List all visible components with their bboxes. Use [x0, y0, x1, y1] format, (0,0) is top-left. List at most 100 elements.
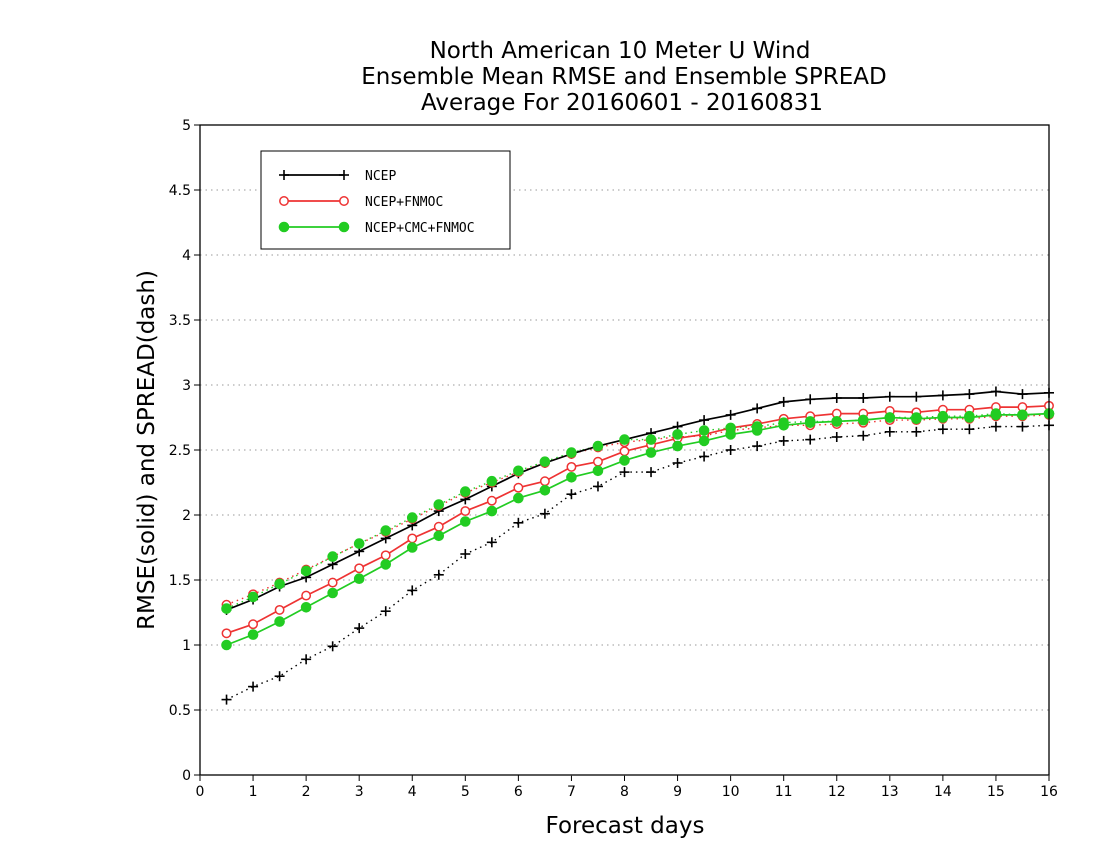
- rmse-point: [353, 573, 365, 585]
- rmse-point: [804, 417, 816, 429]
- rmse-point: [831, 416, 843, 427]
- spread-point: [274, 578, 285, 590]
- x-tick-label: 9: [673, 784, 682, 800]
- spread-point: [221, 694, 232, 705]
- spread-point: [539, 508, 550, 519]
- spread-point: [380, 525, 392, 536]
- rmse-point: [221, 639, 232, 651]
- rmse-point: [990, 386, 1001, 397]
- legend-marker: [339, 196, 349, 206]
- x-tick-label: 3: [355, 784, 364, 800]
- rmse-point: [593, 456, 603, 467]
- spread-point: [221, 603, 232, 614]
- y-tick-label: 1.5: [169, 573, 191, 589]
- spread-point: [619, 434, 630, 445]
- rmse-point: [1017, 389, 1028, 400]
- spread-point: [672, 458, 683, 468]
- rmse-point: [725, 429, 736, 440]
- rmse-point: [858, 393, 869, 403]
- spread-point: [566, 447, 577, 458]
- rmse-point: [805, 394, 816, 405]
- x-tick-label: 13: [881, 784, 899, 800]
- y-tick-label: 3: [182, 378, 191, 394]
- rmse-point: [380, 550, 391, 561]
- rmse-point: [1017, 409, 1028, 421]
- spread-point: [433, 569, 444, 580]
- spread-point: [539, 456, 551, 468]
- rmse-point: [433, 530, 445, 542]
- rmse-point: [354, 563, 365, 574]
- rmse-line-ncep: [226, 390, 1050, 611]
- spread-point: [247, 591, 259, 603]
- rmse-point: [911, 391, 922, 402]
- x-tick-label: 12: [828, 784, 846, 800]
- rmse-point: [460, 506, 471, 517]
- spread-point: [990, 421, 1001, 432]
- spread-point: [406, 512, 418, 523]
- legend-marker: [338, 221, 350, 233]
- spread-point: [486, 475, 498, 487]
- x-tick-label: 11: [775, 784, 793, 800]
- spread-point: [592, 481, 603, 492]
- y-tick-label: 0.5: [169, 703, 191, 719]
- spread-point: [513, 517, 524, 528]
- y-axis-label: RMSE(solid) and SPREAD(dash): [134, 270, 160, 630]
- spread-point: [646, 467, 657, 478]
- spread-point: [460, 486, 471, 497]
- rmse-point: [274, 604, 285, 615]
- rmse-point: [884, 391, 895, 402]
- rmse-point: [964, 389, 975, 400]
- rmse-point: [300, 602, 312, 613]
- x-tick-label: 7: [567, 784, 576, 800]
- rmse-point: [937, 390, 948, 401]
- rmse-point: [778, 396, 789, 407]
- spread-point: [327, 551, 338, 562]
- x-tick-label: 14: [934, 784, 952, 800]
- x-tick-label: 16: [1040, 784, 1058, 800]
- spread-point: [831, 432, 842, 442]
- spread-point: [460, 549, 471, 559]
- x-tick-label: 0: [196, 784, 205, 800]
- rmse-point: [460, 516, 471, 527]
- spread-point: [805, 434, 816, 445]
- legend: NCEP NCEP+FNMOC NCEP+CMC+FNMOC: [260, 150, 511, 250]
- y-tick-label: 1: [182, 638, 191, 654]
- title-line-3: Average For 20160601 - 20160831: [421, 90, 823, 116]
- spread-point: [1017, 421, 1028, 432]
- spread-line-ncep-fnmoc: [226, 414, 1050, 606]
- spread-line-ncep-cmc-fnmoc: [226, 412, 1050, 610]
- rmse-point: [539, 476, 550, 487]
- rmse-point: [884, 412, 896, 423]
- spread-point: [619, 467, 630, 478]
- spread-point: [327, 641, 338, 652]
- legend-marker: [279, 196, 289, 206]
- rmse-point: [698, 435, 710, 447]
- rmse-point: [247, 629, 259, 640]
- rmse-point: [406, 542, 418, 553]
- spread-point: [380, 606, 391, 617]
- legend-label: NCEP+FNMOC: [365, 195, 443, 210]
- rmse-point: [619, 455, 630, 466]
- x-tick-label: 4: [408, 784, 417, 800]
- rmse-point: [274, 616, 285, 627]
- spread-point: [486, 537, 497, 548]
- y-tick-label: 0: [182, 768, 191, 784]
- rmse-point: [539, 485, 551, 496]
- rmse-point: [301, 590, 312, 601]
- spread-point: [911, 426, 922, 437]
- rmse-point: [513, 492, 524, 504]
- rmse-point: [380, 559, 392, 570]
- title-line-2: Ensemble Mean RMSE and Ensemble SPREAD: [361, 64, 886, 90]
- rmse-point: [752, 403, 763, 414]
- spread-point: [672, 429, 683, 440]
- chart-title: North American 10 Meter U Wind Ensemble …: [361, 38, 886, 116]
- spread-point: [645, 434, 657, 445]
- rmse-point: [486, 495, 497, 506]
- rmse-point: [566, 461, 577, 472]
- spread-point: [353, 538, 365, 549]
- legend-marker: [278, 221, 290, 233]
- spread-point: [858, 430, 869, 441]
- x-tick-label: 6: [514, 784, 523, 800]
- x-tick-label: 15: [987, 784, 1005, 800]
